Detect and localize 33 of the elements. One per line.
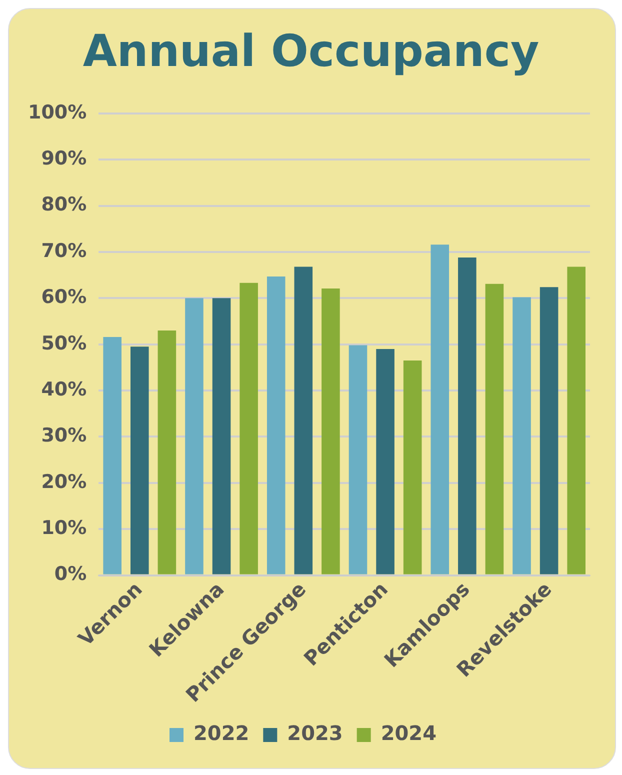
bar bbox=[240, 282, 258, 574]
y-tick-label: 90% bbox=[41, 148, 87, 170]
y-tick-label: 60% bbox=[41, 286, 87, 308]
bar bbox=[294, 266, 313, 574]
bar bbox=[130, 346, 149, 574]
y-tick-label: 80% bbox=[41, 194, 87, 216]
bar bbox=[512, 297, 531, 574]
bar bbox=[185, 298, 204, 574]
bar bbox=[266, 276, 286, 574]
y-tick-label: 70% bbox=[41, 240, 87, 262]
bar bbox=[376, 348, 394, 574]
bar bbox=[212, 298, 231, 574]
bar bbox=[348, 345, 368, 574]
y-tick-label: 100% bbox=[28, 101, 87, 124]
chart-title: Annual Occupancy bbox=[82, 25, 540, 77]
bar bbox=[540, 287, 558, 574]
y-tick-label: 0% bbox=[54, 563, 87, 586]
bar bbox=[403, 360, 422, 574]
y-tick-label: 30% bbox=[41, 424, 87, 447]
bar bbox=[158, 330, 176, 574]
bar bbox=[103, 336, 122, 574]
bar bbox=[322, 288, 340, 574]
legend-label: 2023 bbox=[287, 721, 343, 746]
y-tick-label: 50% bbox=[41, 332, 87, 354]
bar bbox=[567, 266, 586, 574]
bar bbox=[485, 284, 504, 574]
y-tick-label: 10% bbox=[41, 517, 87, 540]
bar bbox=[430, 244, 450, 574]
bar bbox=[458, 258, 476, 574]
legend-label: 2024 bbox=[380, 721, 437, 746]
legend-label: 2022 bbox=[194, 721, 250, 746]
y-tick-label: 40% bbox=[41, 378, 87, 400]
y-tick-label: 20% bbox=[41, 470, 87, 493]
